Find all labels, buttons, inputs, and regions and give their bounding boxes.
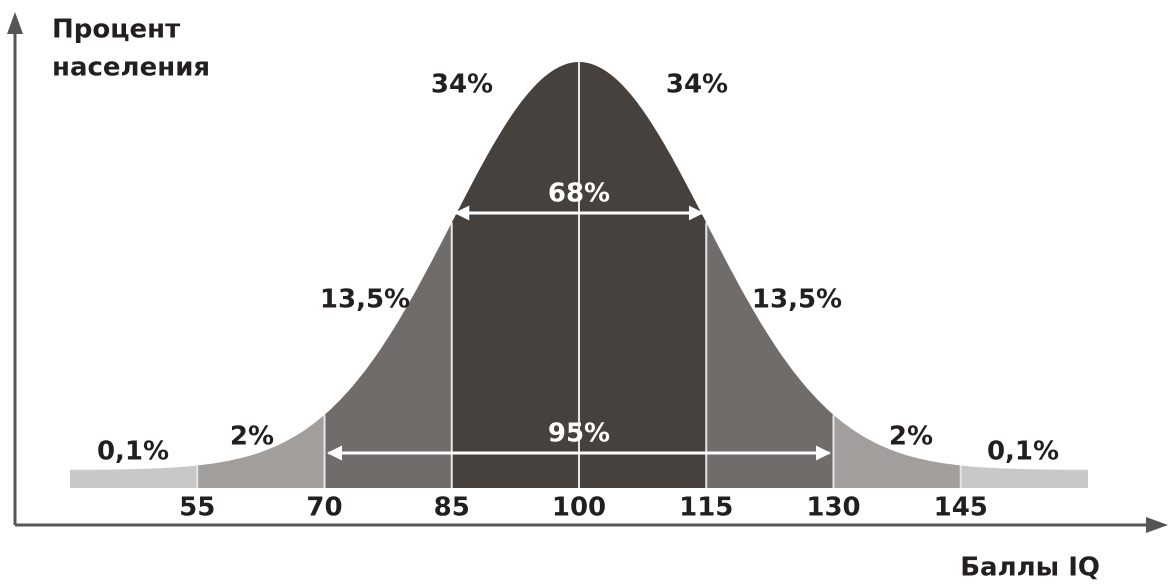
segment (579, 62, 707, 488)
y-axis-label: населения (52, 53, 210, 83)
x-tick-label: 130 (806, 493, 860, 523)
y-axis-arrow (7, 12, 23, 34)
segment-label: 0,1% (97, 437, 169, 467)
x-tick-label: 70 (306, 493, 342, 523)
x-tick-label: 55 (179, 493, 215, 523)
span-label: 68% (548, 179, 610, 209)
x-tick-label: 145 (934, 493, 988, 523)
x-axis-label: Баллы IQ (960, 553, 1100, 583)
x-tick-label: 115 (679, 493, 733, 523)
segment-label: 13,5% (320, 285, 410, 315)
span-label: 95% (548, 419, 610, 449)
segment (197, 414, 325, 488)
segment (960, 465, 1088, 488)
x-tick-label: 100 (552, 493, 606, 523)
segment-label: 2% (230, 422, 274, 452)
segment-label: 2% (889, 422, 933, 452)
x-tick-label: 85 (434, 493, 470, 523)
y-axis-label: Процент (52, 15, 180, 45)
segment-label: 34% (666, 70, 728, 100)
segment (451, 62, 579, 488)
segment (324, 222, 452, 488)
x-axis-arrow (1146, 517, 1168, 533)
segment-label: 0,1% (987, 437, 1059, 467)
segment-label: 13,5% (752, 285, 842, 315)
segment (833, 414, 961, 488)
segment (70, 465, 198, 488)
segment-label: 34% (431, 70, 493, 100)
segment (706, 222, 834, 488)
